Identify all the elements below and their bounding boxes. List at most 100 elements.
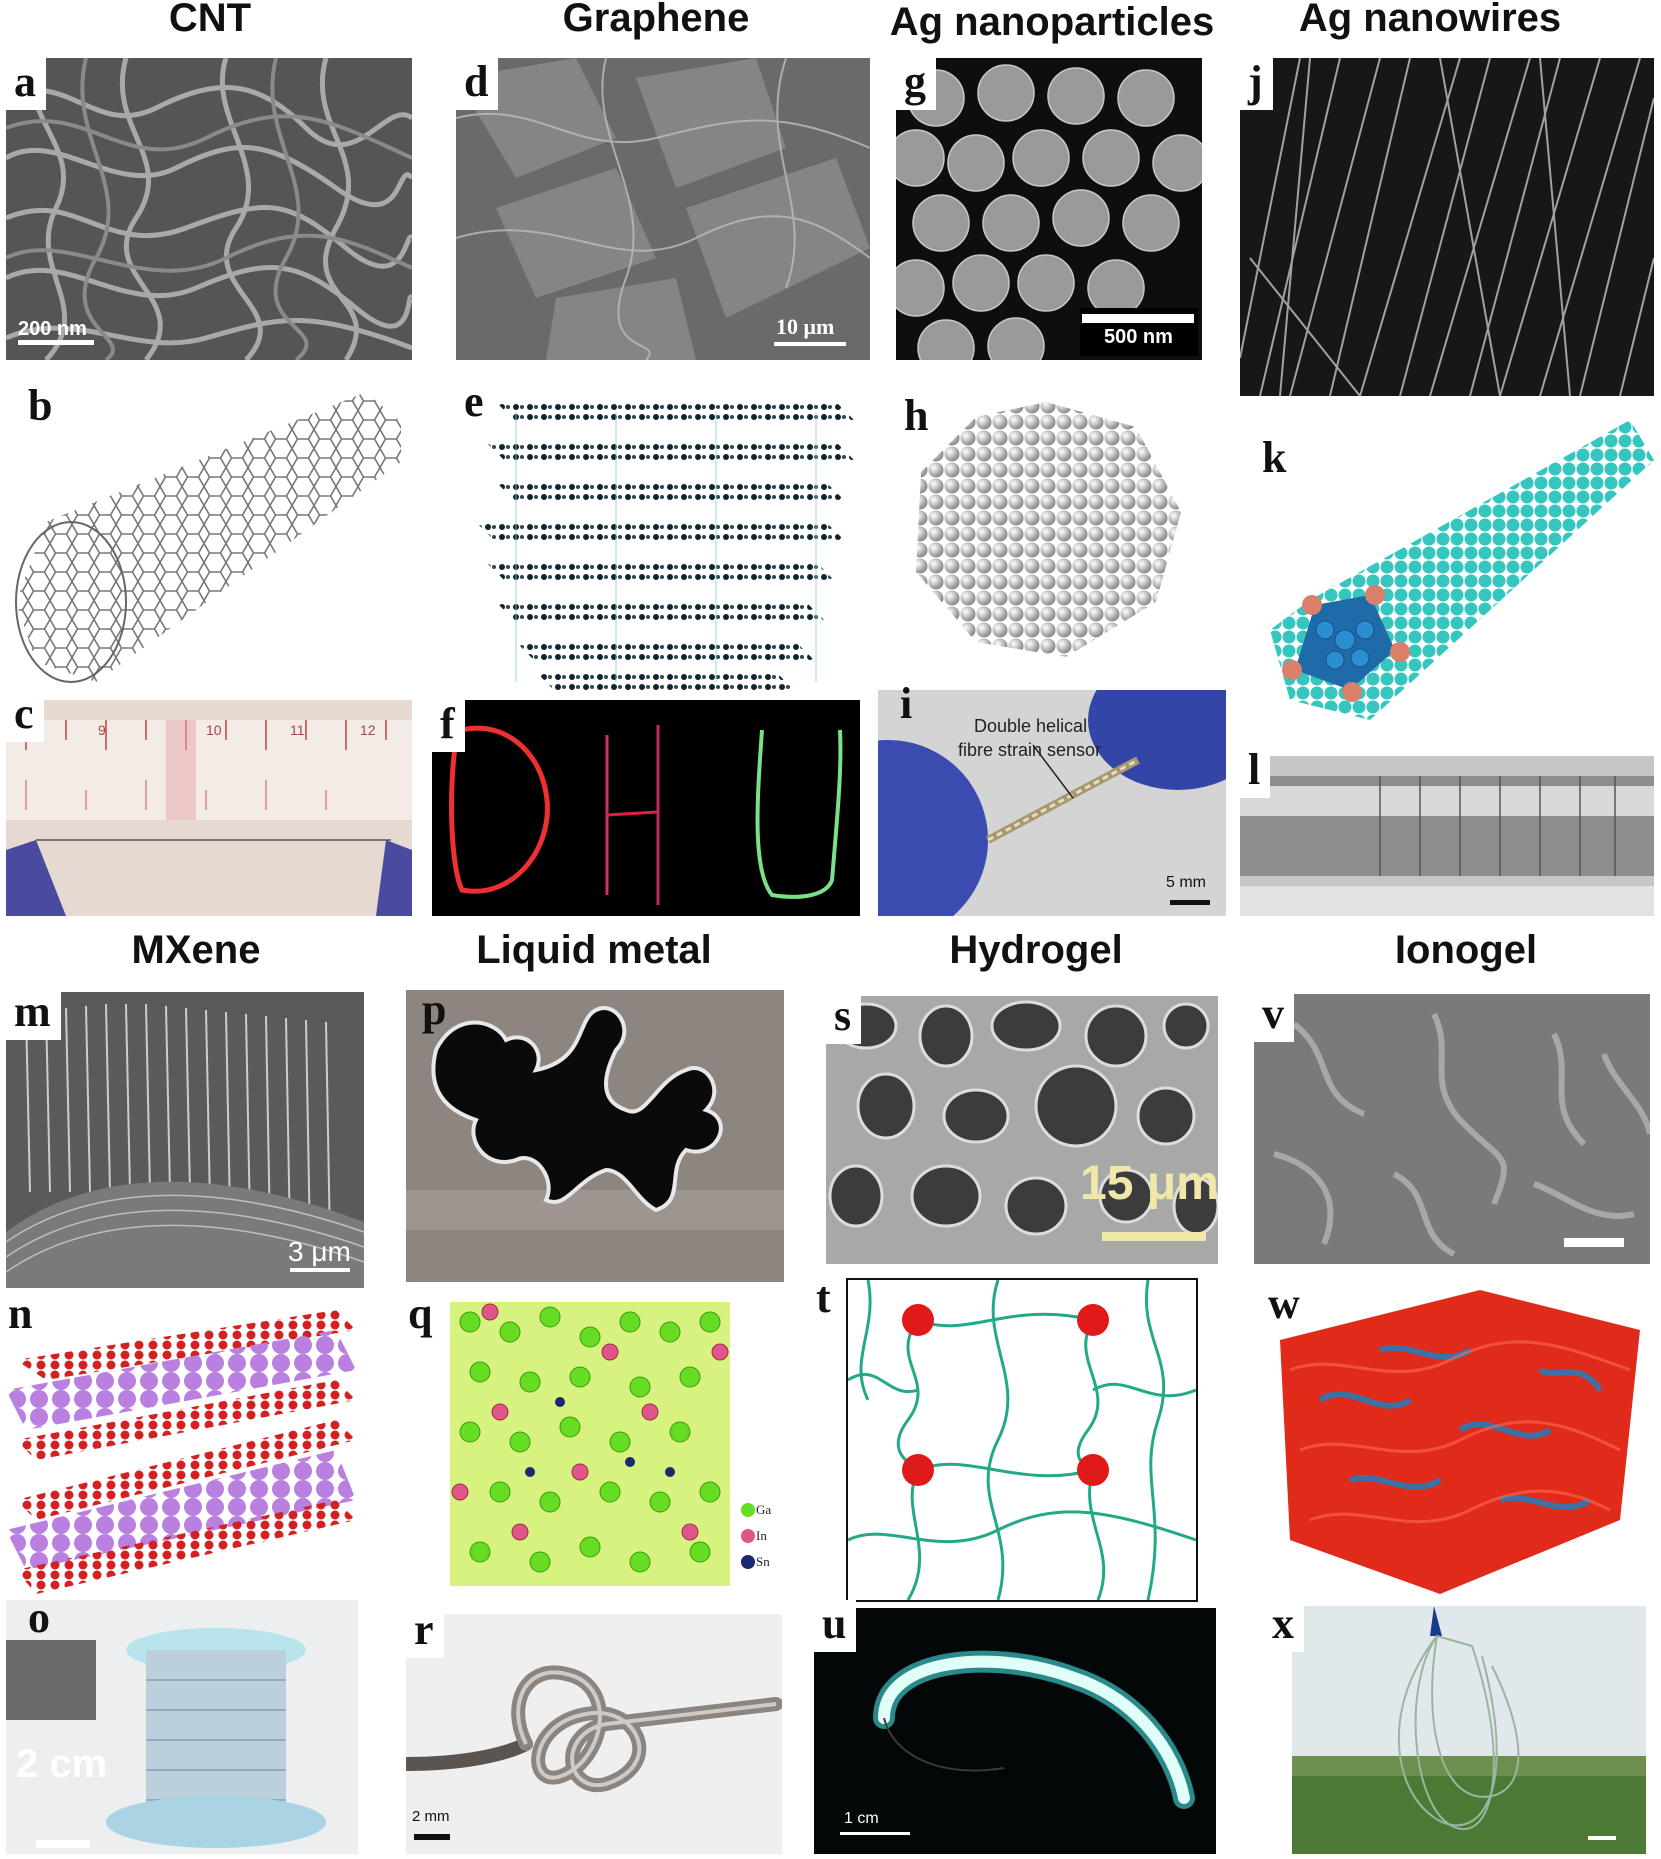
panel-t-hydrogel-network xyxy=(846,1278,1198,1602)
panel-m-mxene-sem xyxy=(6,992,364,1288)
panel-label-p: p xyxy=(422,985,447,1034)
scale-bar-i xyxy=(1170,900,1210,905)
column-title-hydrogel: Hydrogel xyxy=(949,928,1123,972)
panel-label-g: g xyxy=(896,58,936,110)
ga-in-sn-simulation xyxy=(450,1302,755,1586)
helical-fibre-photo xyxy=(878,690,1226,916)
panel-label-i: i xyxy=(900,679,913,728)
scale-bar-o xyxy=(36,1840,90,1848)
panel-u-glowing-fiber xyxy=(814,1608,1216,1854)
column-title-ionogel: Ionogel xyxy=(1394,928,1538,972)
panel-p-liquid-metal xyxy=(406,990,784,1282)
spool-photo xyxy=(6,1600,358,1854)
panel-label-a: a xyxy=(6,58,46,110)
panel-q-liquid-metal-atoms xyxy=(440,1292,770,1596)
column-title-mxene: MXene xyxy=(131,928,261,972)
panel-c-cnt-ruler xyxy=(6,700,412,916)
panel-label-h: h xyxy=(904,391,929,440)
panel-label-o: o xyxy=(28,1593,50,1642)
scale-bar-u xyxy=(840,1832,910,1835)
panel-label-q: q xyxy=(408,1289,433,1338)
panel-label-u: u xyxy=(814,1600,857,1652)
panel-o-spool xyxy=(6,1600,358,1854)
column-title-graphene: Graphene xyxy=(562,0,750,40)
scale-label-o: 2 cm xyxy=(16,1742,108,1786)
atom-cluster-illustration xyxy=(916,402,1181,657)
ag-nanoparticles-image xyxy=(896,58,1202,360)
glowing-fiber-photo xyxy=(814,1608,1216,1854)
panel-label-e: e xyxy=(464,377,484,426)
panel-label-s: s xyxy=(826,992,862,1044)
panel-h-ag-cluster xyxy=(896,382,1202,672)
panel-label-f: f xyxy=(432,700,465,752)
panel-label-d: d xyxy=(456,58,499,110)
panel-j-ag-nanowires-sem xyxy=(1240,58,1654,396)
scale-bar-s xyxy=(1102,1232,1206,1241)
panel-d-graphene-sem xyxy=(456,58,870,360)
annotation-i-line1: Double helical xyxy=(974,716,1088,736)
scale-label-i: 5 mm xyxy=(1166,874,1206,891)
ionogel-network-cube xyxy=(1280,1290,1640,1594)
nanowire-model-illustration xyxy=(1270,420,1654,720)
ruler-label-10: 10 xyxy=(206,722,222,738)
panel-label-n: n xyxy=(8,1289,33,1338)
panel-x-hanging-fiber xyxy=(1292,1606,1646,1854)
graphene-sem-image xyxy=(456,58,870,360)
scale-bar-m xyxy=(290,1268,350,1272)
liquid-metal-photo xyxy=(406,990,784,1282)
legend-q-in: In xyxy=(756,1528,767,1543)
ruler-label-11: 11 xyxy=(290,722,305,738)
scale-label-d: 10 μm xyxy=(776,314,835,339)
panel-label-r: r xyxy=(406,1606,444,1658)
panel-label-l: l xyxy=(1240,746,1271,798)
panel-label-w: w xyxy=(1268,1279,1300,1328)
panel-b-cnt-model xyxy=(6,382,412,688)
roll-photo xyxy=(1240,756,1654,916)
annotation-i-line2: fibre strain sensor xyxy=(958,740,1102,760)
graphene-stack-illustration xyxy=(476,402,856,692)
panel-r-knotted-tube xyxy=(406,1614,782,1854)
ruler-label-9: 9 xyxy=(98,722,106,738)
scale-bar-r xyxy=(414,1834,450,1840)
panel-label-b: b xyxy=(28,381,53,430)
panel-label-c: c xyxy=(6,690,44,742)
cnt-sem-image xyxy=(6,58,412,360)
scale-label-a: 200 nm xyxy=(18,318,87,340)
ionogel-sem-image xyxy=(1254,994,1650,1264)
panel-label-j: j xyxy=(1240,58,1273,110)
scale-label-u: 1 cm xyxy=(844,1810,879,1827)
hanging-fiber-photo xyxy=(1292,1606,1646,1854)
scale-bar-g xyxy=(1082,314,1194,323)
panel-e-graphene-layers xyxy=(456,382,870,700)
panel-w-ionogel-cube xyxy=(1260,1280,1650,1594)
panel-label-v: v xyxy=(1254,990,1294,1042)
cnt-tube-illustration xyxy=(15,392,401,683)
panel-s-hydrogel-sem xyxy=(826,996,1218,1264)
panel-k-nanowire-model xyxy=(1240,420,1654,730)
scale-bar-a xyxy=(18,340,94,345)
knotted-tube-photo xyxy=(406,1614,782,1854)
panel-i-helical-fibre xyxy=(878,690,1226,916)
column-title-liquid-metal: Liquid metal xyxy=(476,928,712,972)
panel-l-metal-roll xyxy=(1240,756,1654,916)
scale-label-r: 2 mm xyxy=(412,1808,450,1825)
mxene-sem-image xyxy=(6,992,364,1288)
column-title-ag-nanowires: Ag nanowires xyxy=(1298,0,1562,40)
scale-label-s: 15 μm xyxy=(1080,1157,1219,1210)
scale-bar-x xyxy=(1588,1836,1616,1840)
scale-label-g: 500 nm xyxy=(1104,326,1173,348)
legend-q-sn: Sn xyxy=(756,1554,770,1569)
hydrogel-sem-image xyxy=(826,996,1218,1264)
ag-nanowires-image xyxy=(1240,58,1654,396)
fiber-letters-photo xyxy=(432,700,860,916)
panel-label-m: m xyxy=(6,988,61,1040)
ruler-label-12: 12 xyxy=(360,722,376,738)
ruler-photo xyxy=(6,700,412,916)
panel-label-t: t xyxy=(816,1273,831,1322)
panel-v-ionogel-sem xyxy=(1254,994,1650,1264)
panel-f-luminous-fibers xyxy=(432,700,860,916)
scale-bar-d xyxy=(774,342,846,346)
scale-bar-v xyxy=(1564,1238,1624,1247)
legend-q-ga: Ga xyxy=(756,1502,772,1517)
column-title-cnt: CNT xyxy=(168,0,252,40)
